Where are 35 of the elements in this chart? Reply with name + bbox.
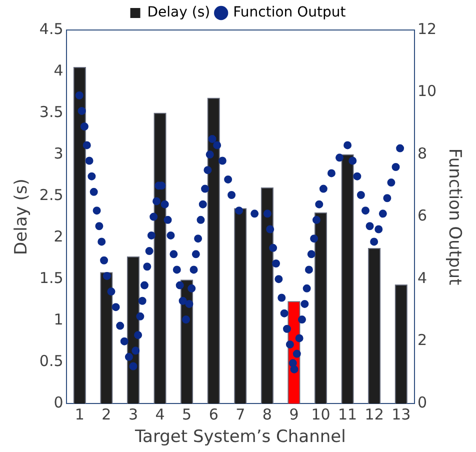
y-axis-title: Delay (s) bbox=[12, 178, 32, 255]
x-tick-label: 10 bbox=[311, 405, 330, 424]
y-tick-label: 1.5 bbox=[39, 268, 64, 287]
x-tick-label: 7 bbox=[236, 405, 246, 424]
y-tick-label: 0.5 bbox=[39, 352, 64, 370]
y2-tick-label: 0 bbox=[418, 393, 428, 412]
y2-tick-label: 6 bbox=[418, 206, 428, 225]
x-tick-label: 11 bbox=[338, 405, 358, 424]
y-tick-label: 2 bbox=[54, 227, 64, 246]
x-tick-label: 2 bbox=[102, 405, 112, 424]
y2-tick-label: 8 bbox=[418, 144, 428, 162]
x-tick-label: 3 bbox=[128, 405, 138, 424]
y-tick-label: 3.5 bbox=[39, 102, 64, 121]
x-tick-label: 6 bbox=[208, 405, 218, 424]
y2-tick-label: 12 bbox=[418, 20, 437, 38]
x-tick-label: 4 bbox=[155, 405, 165, 424]
y2-tick-label: 4 bbox=[418, 268, 428, 287]
x-axis-title: Target System’s Channel bbox=[134, 427, 346, 448]
x-tick-label: 12 bbox=[364, 405, 384, 424]
x-tick-label: 1 bbox=[74, 405, 84, 424]
y2-tick-label: 2 bbox=[418, 331, 428, 350]
y2-axis-title: Function Output bbox=[444, 148, 464, 286]
x-tick-label: 13 bbox=[392, 405, 411, 424]
y-tick-label: 0 bbox=[54, 393, 64, 412]
y-tick-label: 2.5 bbox=[39, 186, 64, 204]
legend-label: Function Output bbox=[233, 4, 346, 21]
y-tick-label: 3 bbox=[54, 144, 64, 162]
x-tick-label: 5 bbox=[182, 405, 192, 424]
legend-label: Delay (s) bbox=[147, 4, 210, 21]
y-tick-label: 4 bbox=[54, 61, 64, 80]
y-tick-label: 4.5 bbox=[39, 20, 64, 38]
x-tick-label: 9 bbox=[289, 405, 299, 424]
y-tick-label: 1 bbox=[54, 310, 64, 328]
x-tick-label: 8 bbox=[262, 405, 272, 424]
y2-tick-label: 10 bbox=[418, 82, 437, 100]
